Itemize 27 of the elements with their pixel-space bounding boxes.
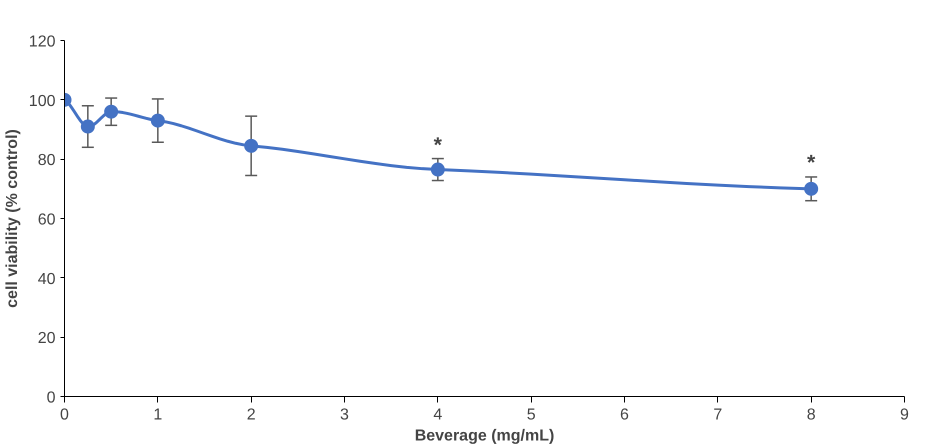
x-tick-label: 6 <box>620 406 630 424</box>
y-tick-label: 0 <box>46 390 56 406</box>
annotation: * <box>807 150 816 174</box>
x-tick-label: 4 <box>433 406 442 424</box>
annotation: * <box>434 132 443 157</box>
point <box>430 162 445 177</box>
y-tick-label: 40 <box>38 270 56 288</box>
x-tick-label: 8 <box>806 406 816 424</box>
point <box>244 138 258 153</box>
point <box>80 120 95 134</box>
y-tick-label: 100 <box>28 92 56 110</box>
x-axis-title: Beverage (mg/mL) <box>414 428 554 444</box>
x-tick-label: 3 <box>340 406 350 424</box>
x-tick-label: 9 <box>900 406 910 424</box>
x-tick-label: 5 <box>526 406 536 424</box>
y-axis-title: cell viability (% control) <box>4 129 21 308</box>
x-tick-label: 7 <box>713 406 722 424</box>
point <box>104 104 118 119</box>
x-tick-label: 2 <box>246 406 256 424</box>
point <box>804 182 818 196</box>
x-tick-label: 0 <box>60 406 70 424</box>
y-tick-label: 80 <box>38 152 56 170</box>
x-tick-label: 1 <box>153 406 162 424</box>
y-tick-label: 120 <box>28 34 56 50</box>
y-tick-label: 20 <box>38 330 56 348</box>
y-tick-label: 60 <box>38 212 56 228</box>
point <box>150 114 165 128</box>
